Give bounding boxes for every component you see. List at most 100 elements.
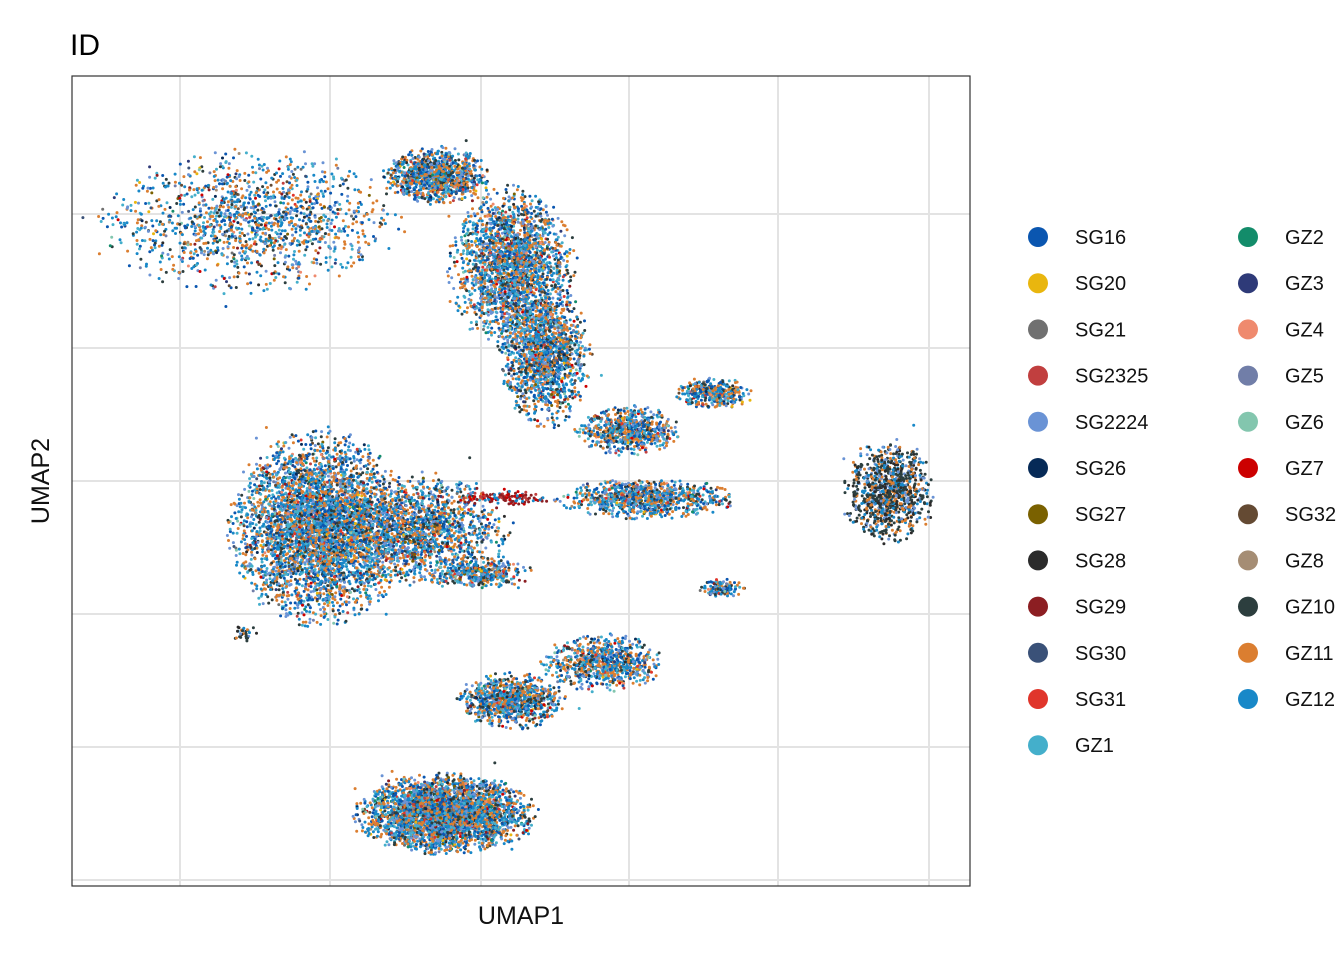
data-point [285,237,288,240]
data-point [535,257,538,260]
data-point [332,177,335,180]
data-point [462,249,465,252]
data-point [328,205,331,208]
data-point [233,215,236,218]
data-point [505,317,508,320]
data-point [370,178,373,181]
data-point [203,250,206,253]
data-point [276,188,279,191]
data-point [447,171,450,174]
data-point [417,179,420,182]
data-point [248,216,251,219]
data-point [147,210,150,213]
data-point [326,219,329,222]
data-point [478,174,481,177]
data-point [326,226,329,229]
data-point [449,245,452,248]
data-point [250,191,253,194]
data-point [521,190,524,193]
data-point [396,184,399,187]
data-point [503,202,506,205]
data-point [270,177,273,180]
data-point [379,221,382,224]
data-point [423,197,426,200]
data-point [159,233,162,236]
data-point [488,261,491,264]
data-point [465,240,468,243]
data-point [174,181,177,184]
data-point [298,240,301,243]
data-point [229,179,232,182]
data-point [312,206,315,209]
data-point [566,289,569,292]
data-point [284,195,287,198]
data-point [350,265,353,268]
data-point [476,183,479,186]
data-point [478,166,481,169]
data-point [248,224,251,227]
data-point [205,203,208,206]
data-point [297,277,300,280]
data-point [262,248,265,251]
data-point [470,292,473,295]
data-point [470,269,473,272]
data-point [475,279,478,282]
data-point [366,213,369,216]
data-point [195,285,198,288]
data-point [286,208,289,211]
data-point [482,328,485,331]
data-point [502,279,505,282]
data-point [493,252,496,255]
data-point [243,179,246,182]
data-point [555,253,558,256]
data-point [258,164,261,167]
data-point [470,240,473,243]
data-point [284,217,287,220]
data-point [467,243,470,246]
data-point [274,200,277,203]
data-point [353,188,356,191]
data-point [197,238,200,241]
data-point [324,232,327,235]
data-point [387,172,390,175]
data-point [248,273,251,276]
data-point [305,240,308,243]
data-point [492,203,495,206]
data-point [264,232,267,235]
data-point [310,230,313,233]
data-point [327,269,330,272]
data-point [147,202,150,205]
data-point [474,276,477,279]
data-point [319,203,322,206]
data-point [211,215,214,218]
data-point [317,252,320,255]
data-point [329,192,332,195]
data-point [530,230,533,233]
data-point [437,150,440,153]
data-point [279,218,282,221]
data-point [478,181,481,184]
data-point [410,190,413,193]
data-point [241,244,244,247]
data-point [457,153,460,156]
data-point [97,215,100,218]
data-point [507,215,510,218]
data-point [159,261,162,264]
data-point [532,260,535,263]
data-point [169,206,172,209]
data-point [544,228,547,231]
data-point [159,220,162,223]
data-point [308,213,311,216]
data-point [502,308,505,311]
data-point [490,268,493,271]
data-point [288,175,291,178]
data-point [183,251,186,254]
data-point [462,182,465,185]
data-point [485,233,488,236]
data-point [528,250,531,253]
data-point [441,155,444,158]
data-point [223,212,226,215]
data-point [145,265,148,268]
data-point [563,234,566,237]
data-point [221,157,224,160]
